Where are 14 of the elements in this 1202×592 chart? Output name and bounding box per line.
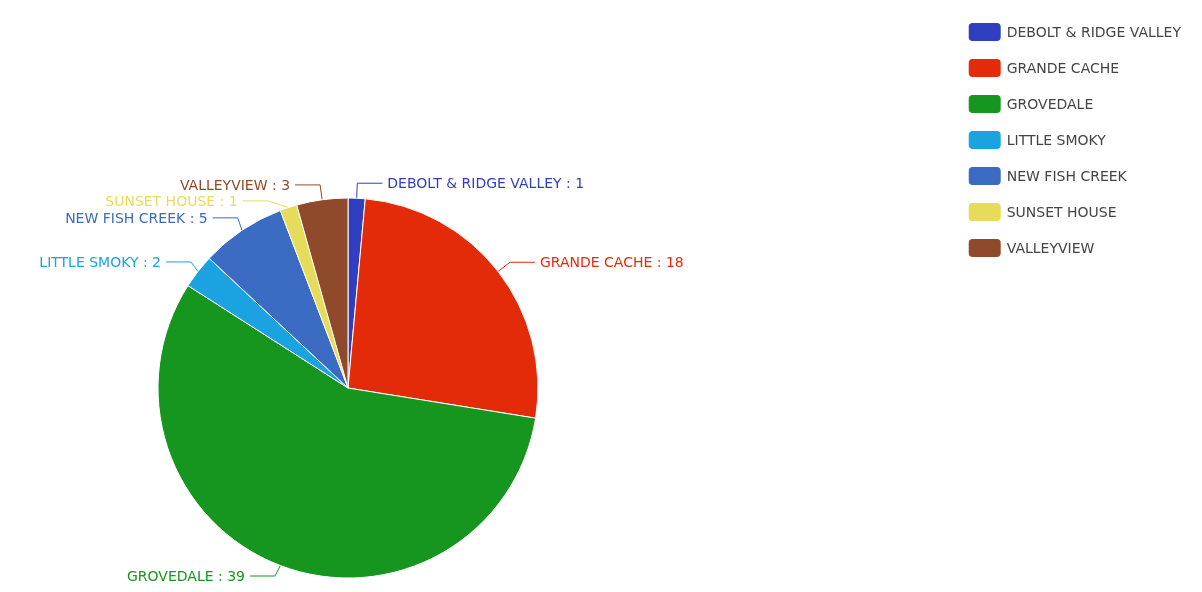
category-label: GRANDE CACHE : 18 (539, 254, 684, 271)
category-label: SUNSET HOUSE : 1 (105, 192, 238, 209)
legend-label: LITTLE SMOKY (1006, 132, 1107, 148)
category-label: GROVEDALE : 39 (127, 568, 245, 584)
category-label: LITTLE SMOKY : 2 (39, 253, 161, 270)
legend-label: GRANDE CACHE (1006, 60, 1120, 76)
legend-label: NEW FISH CREEK (1006, 168, 1128, 184)
legend-label: VALLEYVIEW (1006, 240, 1095, 256)
category-label: DEBOLT & RIDGE VALLEY : 1 (387, 175, 585, 192)
legend-label: DEBOLT & RIDGE VALLEY (1006, 24, 1182, 40)
legend-label: SUNSET HOUSE (1006, 204, 1117, 220)
category-label: NEW FISH CREEK : 5 (65, 209, 208, 226)
category-label: VALLEYVIEW : 3 (179, 176, 291, 193)
legend-label: GROVEDALE (1006, 96, 1094, 112)
